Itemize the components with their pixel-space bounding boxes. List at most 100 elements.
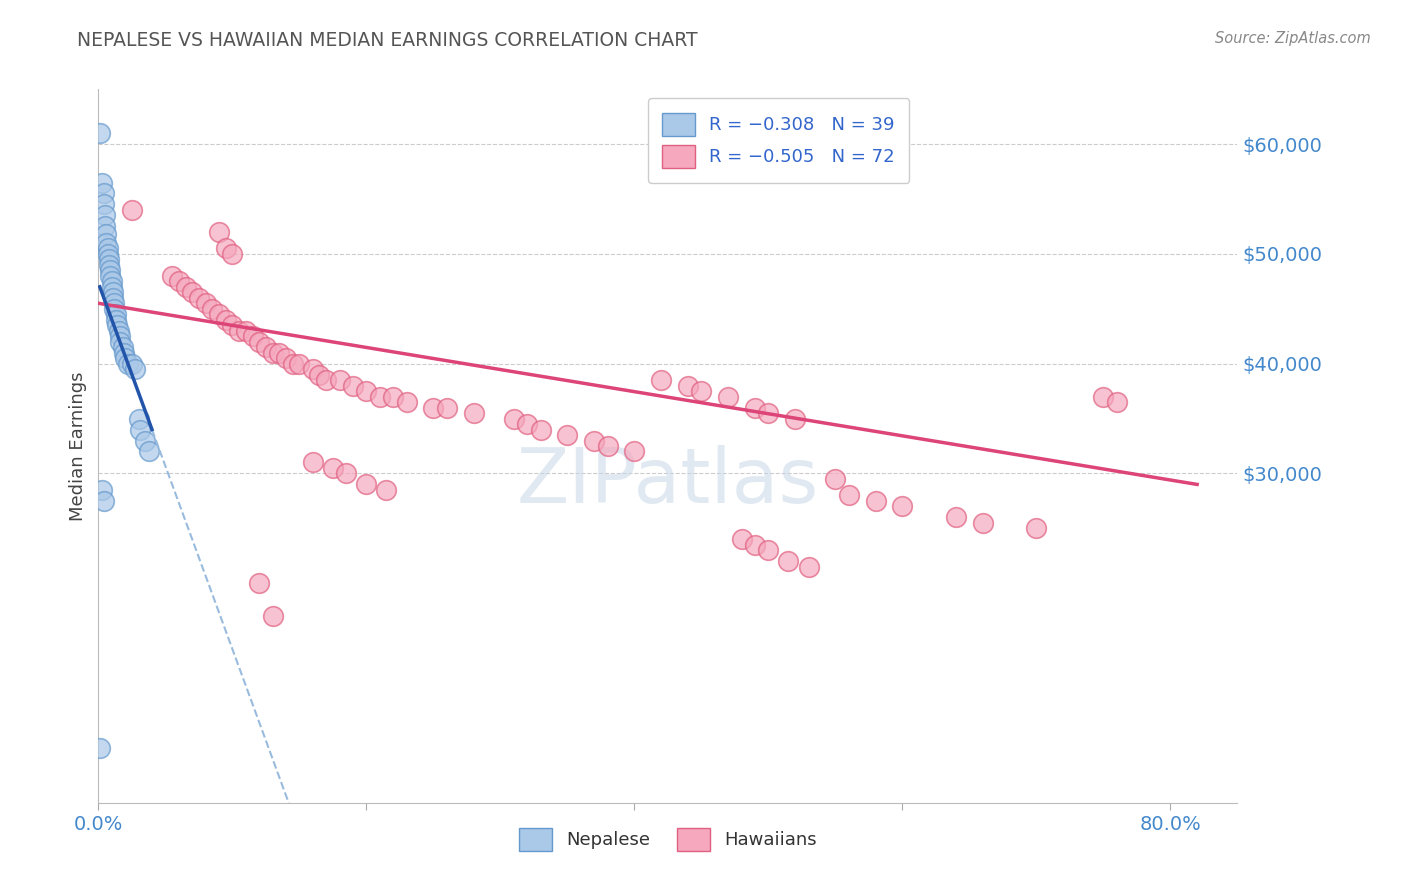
Point [502, 411, 524, 425]
Point [108, 334, 131, 349]
Point [167, 274, 190, 288]
Point [315, 373, 337, 387]
Point [247, 334, 270, 349]
Point [288, 357, 311, 371]
Point [254, 340, 277, 354]
Point [676, 378, 699, 392]
Point [124, 362, 146, 376]
Point [91, 483, 114, 497]
Point [235, 324, 257, 338]
Point [89, 126, 111, 140]
Point [111, 340, 134, 354]
Point [281, 357, 304, 371]
Point [94, 219, 117, 234]
Point [121, 202, 143, 217]
Point [93, 186, 115, 201]
Point [117, 357, 139, 371]
Point [97, 241, 120, 255]
Point [375, 483, 398, 497]
Point [121, 357, 143, 371]
Point [557, 428, 579, 442]
Point [105, 318, 128, 333]
Point [112, 345, 135, 359]
Point [174, 280, 197, 294]
Point [690, 384, 713, 398]
Point [100, 268, 122, 283]
Point [194, 296, 217, 310]
Point [778, 554, 800, 568]
Point [129, 423, 152, 437]
Point [516, 417, 538, 431]
Point [98, 252, 121, 267]
Point [583, 434, 606, 448]
Point [797, 559, 820, 574]
Point [301, 362, 323, 376]
Point [101, 274, 124, 288]
Point [103, 296, 125, 310]
Point [274, 351, 297, 366]
Point [262, 609, 284, 624]
Point [356, 477, 378, 491]
Point [98, 258, 121, 272]
Point [107, 324, 129, 338]
Point [436, 401, 458, 415]
Point [623, 444, 645, 458]
Point [96, 227, 118, 241]
Point [91, 176, 114, 190]
Point [865, 494, 887, 508]
Point [103, 301, 125, 316]
Point [650, 373, 672, 387]
Point [208, 307, 231, 321]
Point [717, 390, 740, 404]
Point [322, 461, 344, 475]
Point [368, 390, 391, 404]
Point [335, 467, 357, 481]
Point [1025, 521, 1047, 535]
Y-axis label: Median Earnings: Median Earnings [69, 371, 87, 521]
Point [308, 368, 330, 382]
Point [329, 373, 352, 387]
Point [96, 235, 118, 250]
Point [247, 576, 270, 591]
Point [101, 285, 124, 300]
Point [838, 488, 860, 502]
Text: Source: ZipAtlas.com: Source: ZipAtlas.com [1215, 31, 1371, 46]
Point [756, 543, 779, 558]
Point [101, 291, 124, 305]
Point [160, 268, 183, 283]
Point [93, 494, 115, 508]
Point [94, 209, 117, 223]
Point [756, 406, 779, 420]
Point [744, 401, 766, 415]
Point [972, 516, 994, 530]
Point [97, 247, 120, 261]
Point [208, 225, 231, 239]
Point [262, 345, 284, 359]
Point [89, 740, 111, 755]
Point [785, 411, 807, 425]
Point [108, 329, 131, 343]
Point [356, 384, 378, 398]
Point [134, 434, 156, 448]
Point [215, 241, 238, 255]
Point [201, 301, 224, 316]
Point [100, 263, 122, 277]
Point [1092, 390, 1115, 404]
Point [824, 472, 846, 486]
Point [744, 538, 766, 552]
Point [242, 329, 264, 343]
Point [422, 401, 444, 415]
Point [301, 455, 323, 469]
Point [382, 390, 405, 404]
Point [114, 351, 136, 366]
Text: NEPALESE VS HAWAIIAN MEDIAN EARNINGS CORRELATION CHART: NEPALESE VS HAWAIIAN MEDIAN EARNINGS COR… [77, 31, 697, 50]
Point [269, 345, 291, 359]
Point [104, 312, 127, 326]
Point [215, 312, 238, 326]
Point [596, 439, 619, 453]
Point [730, 533, 752, 547]
Point [221, 247, 243, 261]
Point [529, 423, 551, 437]
Point [395, 395, 418, 409]
Point [104, 307, 127, 321]
